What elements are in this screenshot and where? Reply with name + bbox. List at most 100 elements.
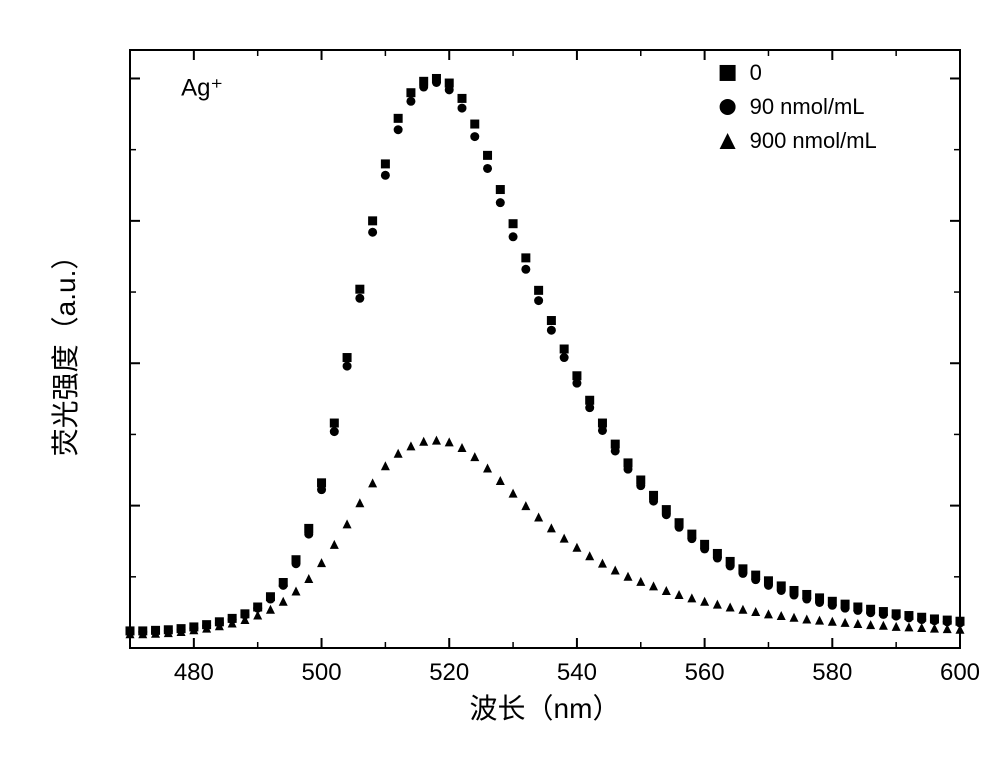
data-point (534, 296, 543, 305)
legend-label: 900 nmol/mL (750, 128, 877, 153)
data-point (598, 559, 607, 568)
data-point (649, 581, 658, 590)
data-point (432, 436, 441, 445)
data-point (892, 622, 901, 631)
data-point (738, 605, 747, 614)
data-point (700, 544, 709, 553)
data-point (343, 353, 352, 362)
data-point (458, 443, 467, 452)
data-point (751, 607, 760, 616)
data-point (458, 94, 467, 103)
data-point (496, 476, 505, 485)
data-point (470, 452, 479, 461)
x-tick-label: 520 (429, 659, 469, 686)
x-tick-label: 600 (940, 659, 980, 686)
data-point (662, 586, 671, 595)
data-point (777, 586, 786, 595)
x-tick-label: 580 (812, 659, 852, 686)
data-point (432, 78, 441, 87)
data-point (777, 611, 786, 620)
data-point (317, 558, 326, 567)
data-point (343, 519, 352, 528)
data-point (521, 265, 530, 274)
data-point (406, 88, 415, 97)
data-point (572, 379, 581, 388)
data-point (266, 595, 275, 604)
data-point (560, 534, 569, 543)
data-point (636, 577, 645, 586)
data-point (700, 597, 709, 606)
data-point (560, 345, 569, 354)
data-point (687, 593, 696, 602)
data-point (483, 164, 492, 173)
data-point (841, 618, 850, 627)
data-point (879, 621, 888, 630)
legend-marker-triangle (720, 133, 736, 149)
data-point (445, 437, 454, 446)
data-point (521, 501, 530, 510)
data-point (470, 120, 479, 129)
data-point (841, 604, 850, 613)
data-point (853, 619, 862, 628)
data-point (547, 316, 556, 325)
data-point (649, 497, 658, 506)
y-axis-label: 荧光强度（a.u.） (50, 242, 81, 457)
data-point (726, 602, 735, 611)
data-point (815, 616, 824, 625)
data-point (253, 610, 262, 619)
data-point (279, 581, 288, 590)
series-0 (126, 74, 965, 635)
data-point (790, 591, 799, 600)
data-point (866, 608, 875, 617)
data-point (483, 464, 492, 473)
data-point (636, 481, 645, 490)
series-900-nmol/mL (126, 436, 965, 639)
data-point (764, 581, 773, 590)
data-point (917, 623, 926, 632)
series-group (126, 74, 965, 638)
data-point (828, 601, 837, 610)
data-point (713, 600, 722, 609)
data-point (368, 478, 377, 487)
data-point (764, 609, 773, 618)
data-point (368, 228, 377, 237)
data-point (355, 285, 364, 294)
data-point (394, 114, 403, 123)
data-point (790, 613, 799, 622)
data-point (330, 419, 339, 428)
data-point (853, 606, 862, 615)
data-point (304, 574, 313, 583)
x-tick-label: 560 (685, 659, 725, 686)
data-point (751, 575, 760, 584)
data-point (458, 104, 467, 113)
data-point (368, 216, 377, 225)
data-point (547, 326, 556, 335)
data-point (802, 614, 811, 623)
data-point (355, 294, 364, 303)
data-point (406, 97, 415, 106)
data-point (713, 554, 722, 563)
x-axis-label: 波长（nm） (470, 693, 621, 724)
legend-label: 0 (750, 60, 762, 85)
data-point (266, 605, 275, 614)
data-point (917, 615, 926, 624)
data-point (662, 510, 671, 519)
data-point (496, 198, 505, 207)
data-point (330, 540, 339, 549)
data-point (292, 559, 301, 568)
legend-marker-circle (720, 99, 736, 115)
data-point (624, 465, 633, 474)
data-point (675, 590, 684, 599)
data-point (406, 441, 415, 450)
x-tick-label: 500 (302, 659, 342, 686)
data-point (726, 561, 735, 570)
data-point (381, 171, 390, 180)
data-point (904, 613, 913, 622)
data-point (585, 551, 594, 560)
data-point (828, 617, 837, 626)
data-point (292, 587, 301, 596)
data-point (866, 620, 875, 629)
data-point (381, 159, 390, 168)
data-point (815, 598, 824, 607)
data-point (419, 437, 428, 446)
